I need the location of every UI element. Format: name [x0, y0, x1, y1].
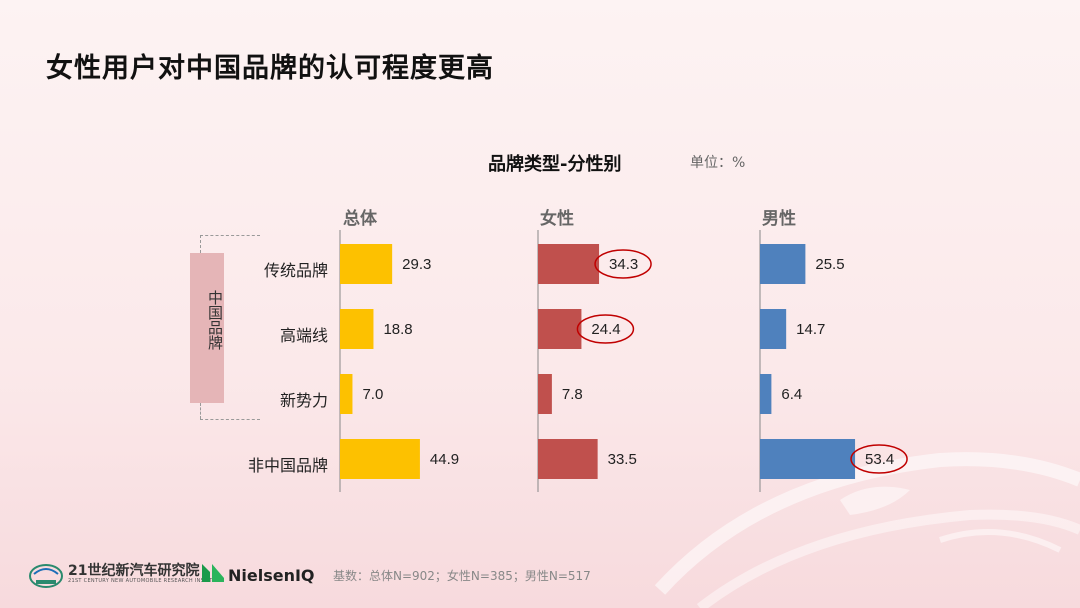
highlight-ellipse [576, 314, 635, 344]
data-label-female: 33.5 [608, 451, 637, 468]
nielsen-logo: NielsenIQ [200, 560, 315, 586]
car-decoration [654, 452, 1080, 608]
data-label-male: 53.4 [865, 451, 894, 468]
bar-female [538, 374, 552, 414]
bar-female [538, 309, 582, 349]
category-label: 非中国品牌 [247, 456, 328, 475]
data-label-male: 25.5 [815, 256, 844, 273]
nielsen-name: NielsenIQ [228, 566, 315, 585]
data-label-overall: 44.9 [430, 451, 459, 468]
category-label: 传统品牌 [263, 261, 328, 280]
bar-female [538, 439, 598, 479]
bar-overall [340, 374, 353, 414]
data-label-female: 7.8 [562, 386, 583, 403]
series-title-male: 男性 [762, 209, 796, 229]
institute-logo-icon [29, 564, 63, 588]
group-label: 中国品牌 [206, 290, 224, 350]
category-label: 高端线 [279, 326, 328, 345]
data-label-overall: 29.3 [402, 256, 431, 273]
data-label-male: 6.4 [781, 386, 802, 403]
unit-label: 单位：% [690, 155, 746, 171]
highlight-ellipse [850, 444, 908, 474]
data-label-overall: 7.0 [362, 386, 383, 403]
bar-overall [340, 244, 393, 284]
data-label-male: 14.7 [796, 321, 825, 338]
bar-female [538, 244, 600, 284]
highlight-ellipse [594, 249, 652, 279]
group-bracket-left-top [200, 235, 201, 253]
category-label: 新势力 [279, 391, 328, 410]
bar-male [760, 374, 772, 414]
nielsen-logo-icon [202, 564, 224, 582]
institute-logo: 21世纪新汽车研究院 21ST CENTURY NEW AUTOMOBILE R… [28, 560, 223, 590]
bar-male [760, 439, 856, 479]
group-bracket-bottom [200, 419, 260, 420]
bar-male [760, 244, 806, 284]
institute-name: 21世纪新汽车研究院 [68, 563, 200, 579]
series-title-overall: 总体 [343, 209, 377, 229]
chart-title: 品牌类型-分性别 [488, 154, 622, 175]
group-box [190, 253, 224, 403]
series-title-female: 女性 [540, 209, 574, 229]
page-title: 女性用户对中国品牌的认可程度更高 [46, 53, 494, 84]
group-bracket-top [200, 235, 260, 236]
bar-male [760, 309, 787, 349]
group-bracket-left-bottom [200, 403, 201, 419]
data-label-overall: 18.8 [383, 321, 412, 338]
footer-note: 基数：总体N=902；女性N=385；男性N=517 [333, 569, 591, 583]
bar-overall [340, 309, 374, 349]
data-label-female: 34.3 [609, 256, 638, 273]
bar-overall [340, 439, 420, 479]
data-label-female: 24.4 [591, 321, 620, 338]
institute-sub: 21ST CENTURY NEW AUTOMOBILE RESEARCH INS… [68, 578, 224, 584]
